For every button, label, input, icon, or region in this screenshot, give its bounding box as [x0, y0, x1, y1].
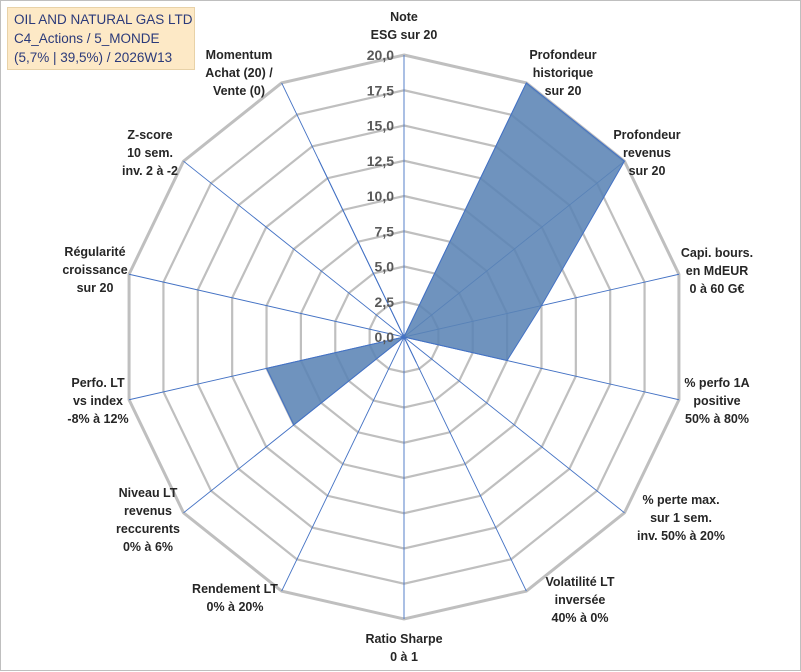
axis-label: % perfo 1A — [684, 376, 749, 390]
axis-label: historique — [533, 66, 593, 80]
axis-spoke — [183, 160, 405, 338]
series-area — [265, 82, 626, 426]
tick-label: 5,0 — [375, 259, 395, 275]
chart-title-box: OIL AND NATURAL GAS LTD C4_Actions / 5_M… — [7, 7, 195, 70]
title-line-2: C4_Actions / 5_MONDE — [14, 31, 160, 46]
axis-label: reccurents — [116, 522, 180, 536]
axis-label: Régularité — [64, 245, 125, 259]
axis-label: Achat (20) / — [205, 66, 273, 80]
tick-label: 15,0 — [367, 118, 394, 134]
series-layer — [265, 82, 626, 426]
axis-label: sur 1 sem. — [650, 511, 712, 525]
axis-label: Rendement LT — [192, 582, 278, 596]
title-line-3: (5,7% | 39,5%) / 2026W13 — [14, 50, 173, 65]
axis-label: inv. 2 à -2 — [122, 164, 178, 178]
axis-label: 0% à 6% — [123, 540, 173, 554]
axis-label: Z-score — [127, 128, 172, 142]
axis-label: Profondeur — [529, 48, 596, 62]
tick-label: 17,5 — [367, 82, 394, 98]
axis-label: sur 20 — [629, 164, 666, 178]
axis-label: 50% à 80% — [685, 412, 749, 426]
tick-label: 20,0 — [367, 47, 394, 63]
axis-label: sur 20 — [77, 281, 114, 295]
axis-label: revenus — [124, 504, 172, 518]
axis-label: Vente (0) — [213, 84, 265, 98]
axis-label: 0 à 60 G€ — [690, 282, 745, 296]
axis-label: 40% à 0% — [552, 611, 609, 625]
axis-label: vs index — [73, 394, 123, 408]
tick-label: 10,0 — [367, 188, 394, 204]
axis-spoke — [128, 273, 405, 338]
axis-label: sur 20 — [545, 84, 582, 98]
axis-label: Niveau LT — [119, 486, 178, 500]
axis-label: Volatilité LT — [546, 575, 615, 589]
axis-label: revenus — [623, 146, 671, 160]
axis-label: Capi. bours. — [681, 246, 753, 260]
label-layer: Note ESG sur 20 Profondeur historique sur 20… — [62, 10, 753, 664]
tick-label: 12,5 — [367, 153, 394, 169]
axis-label: ESG sur 20 — [371, 28, 438, 42]
axis-label: inv. 50% à 20% — [637, 529, 725, 543]
axis-label: 0% à 20% — [207, 600, 264, 614]
axis-label: -8% à 12% — [67, 412, 128, 426]
title-line-1: OIL AND NATURAL GAS LTD — [14, 12, 193, 27]
axis-label: % perte max. — [642, 493, 719, 507]
axis-label: Profondeur — [613, 128, 680, 142]
axis-label: Note — [390, 10, 418, 24]
axis-label: Perfo. LT — [71, 376, 125, 390]
axis-label: 10 sem. — [127, 146, 173, 160]
axis-label: inversée — [555, 593, 606, 607]
tick-layer: 0,0 2,5 5,0 7,5 10,0 12,5 15,0 17,5 20,0 — [367, 47, 394, 345]
axis-label: positive — [693, 394, 740, 408]
axis-spoke — [403, 336, 527, 592]
axis-label: Momentum — [206, 48, 273, 62]
axis-spoke — [403, 336, 625, 514]
axis-label: 0 à 1 — [390, 650, 418, 664]
axis-spoke — [281, 336, 405, 592]
tick-label: 7,5 — [375, 223, 395, 239]
axis-label: en MdEUR — [686, 264, 749, 278]
axis-label: croissance — [62, 263, 127, 277]
axis-label: Ratio Sharpe — [365, 632, 442, 646]
tick-label: 0,0 — [375, 329, 395, 345]
tick-label: 2,5 — [375, 294, 395, 310]
